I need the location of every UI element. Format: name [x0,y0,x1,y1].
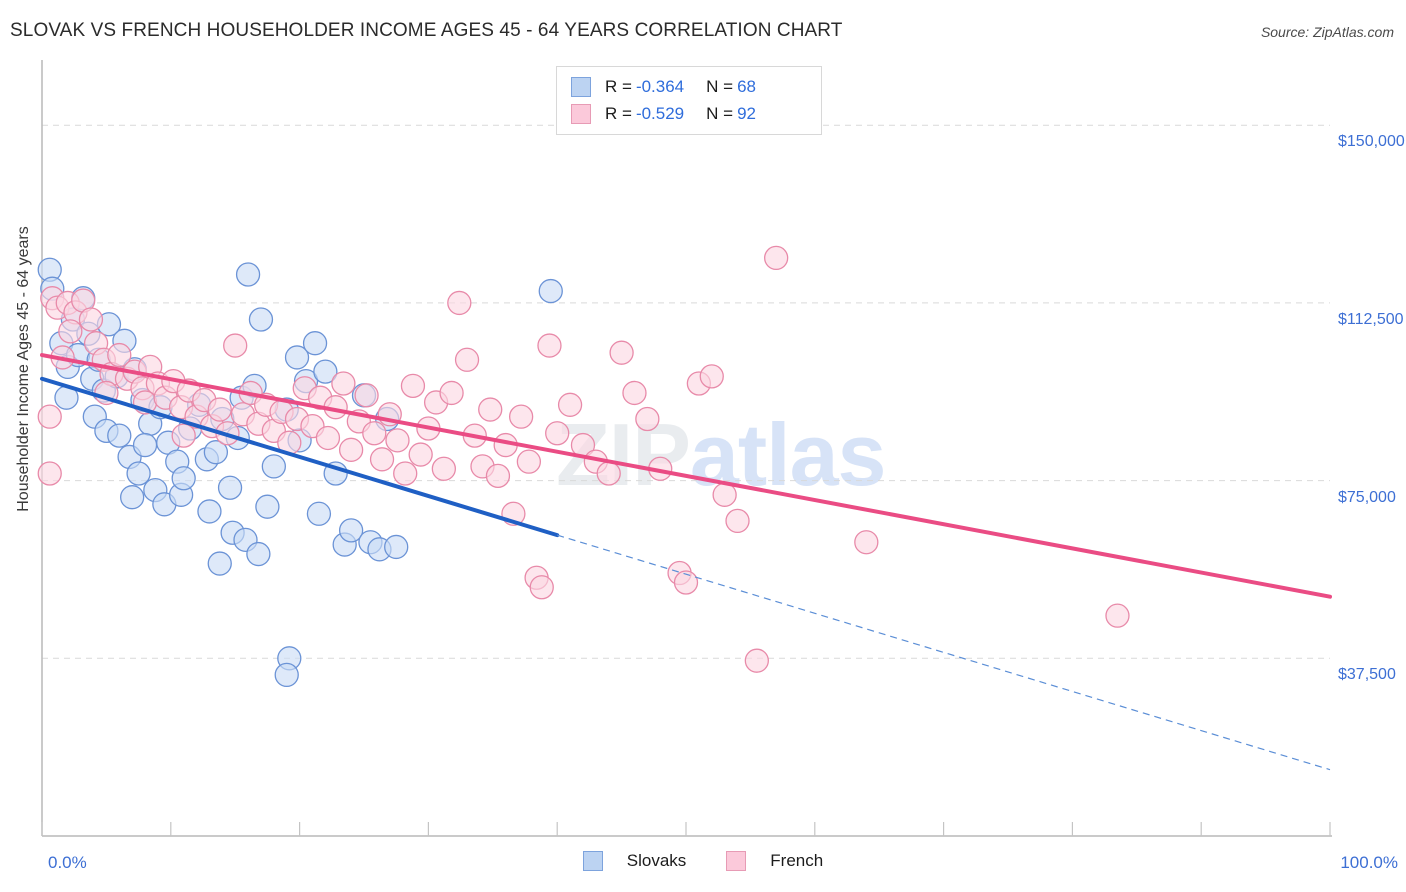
data-point [1105,603,1130,628]
data-point [331,371,356,396]
data-point [315,425,341,451]
data-point [596,461,621,486]
y-axis-tick-label: $75,000 [1338,488,1396,506]
data-point [478,397,503,422]
legend-row-slovaks: R = -0.364 N = 68 [571,73,811,100]
trendline-dashed-slovaks [557,534,1331,771]
data-point [58,319,83,344]
data-point [393,461,418,486]
data-point [274,662,299,688]
data-point [635,406,660,432]
data-point [207,397,232,422]
data-point [508,404,534,429]
data-point [37,404,62,429]
data-point [699,364,724,389]
data-point [171,466,196,491]
data-point [485,463,511,489]
legend-r-value-french: -0.529 [635,103,685,123]
data-point [557,392,583,417]
data-point [538,278,563,304]
legend-item-slovaks[interactable]: Slovaks [582,851,687,871]
data-point [516,449,542,474]
data-point [362,421,387,446]
legend-n-label-french: N = [706,103,734,123]
data-point [673,570,699,595]
series-legend: Slovaks French [0,851,1406,871]
data-point [284,345,310,370]
data-point [78,307,104,332]
data-point [385,428,410,453]
data-point [197,499,222,524]
y-axis-tick-label: $112,500 [1338,310,1404,328]
trendline-slovaks [40,376,560,538]
data-point [431,456,457,481]
correlation-legend: R = -0.364 N = 68 R = -0.529 N = 92 [556,66,822,135]
data-point [120,485,145,510]
data-point [223,333,248,358]
data-point [255,494,280,519]
trendline-french [40,353,1332,599]
data-point [854,530,879,555]
data-point [207,551,232,576]
data-point [744,648,769,673]
legend-r-label-slovaks: R = [605,76,632,96]
data-point [400,373,426,398]
data-point [235,262,261,287]
legend-n-label-slovaks: N = [706,76,734,96]
legend-swatch-slovaks-bottom [582,851,603,871]
data-point [725,508,750,534]
legend-swatch-french [571,103,591,124]
data-point [439,380,464,406]
legend-n-value-slovaks: 68 [737,76,756,96]
data-point [712,482,737,507]
data-point [132,432,158,458]
data-point [537,333,562,358]
data-point [302,331,328,356]
data-point [261,454,286,479]
data-point [354,383,379,408]
data-point [338,437,364,462]
legend-label-slovaks: Slovaks [626,851,687,870]
data-point [313,359,338,384]
data-point [369,447,395,472]
data-point [545,421,570,446]
data-point [171,423,196,448]
data-point [447,290,472,316]
y-axis-tick-label: $150,000 [1338,133,1405,151]
legend-row-french: R = -0.529 N = 92 [571,100,811,127]
data-point [529,575,554,600]
x-axis-label-min: 0.0% [48,853,87,872]
data-point [408,442,433,467]
data-point [609,340,634,365]
data-point [384,534,409,560]
data-point [306,501,332,526]
data-point [454,347,480,372]
data-point [248,307,274,332]
y-axis-tick-label: $37,500 [1338,666,1396,684]
data-point [338,518,364,543]
data-point [203,440,229,465]
x-axis-label-max: 100.0% [1340,853,1398,872]
legend-item-french[interactable]: French [726,851,823,871]
legend-r-value-slovaks: -0.364 [635,76,685,96]
source-label: Source: ZipAtlas.com [1260,24,1394,40]
data-point [37,461,62,486]
data-point [764,245,789,271]
legend-label-french: French [770,851,824,870]
data-point [126,461,151,486]
legend-n-value-french: 92 [737,103,756,123]
data-point [622,380,647,406]
legend-swatch-slovaks [571,76,591,97]
legend-r-label-french: R = [605,103,632,123]
data-point [107,423,132,448]
data-point [246,541,271,567]
data-point [217,475,243,500]
legend-swatch-french-bottom [726,851,747,871]
data-point [107,342,132,368]
page-title: SLOVAK VS FRENCH HOUSEHOLDER INCOME AGES… [10,20,843,41]
